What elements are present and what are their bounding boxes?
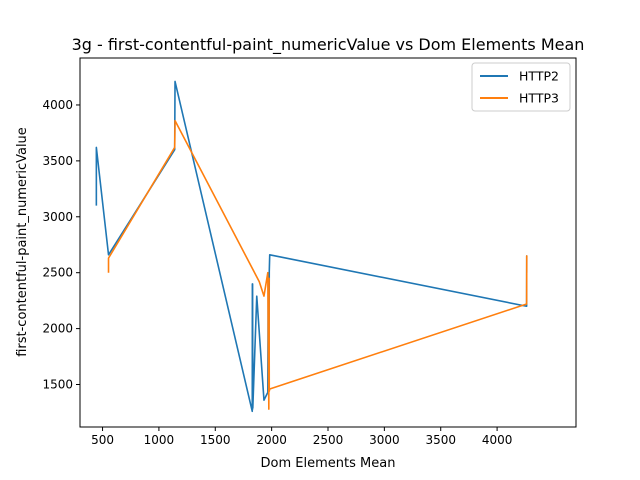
series-line-http3 [107,119,528,410]
x-tick-label: 4000 [482,433,513,447]
y-tick-label: 2500 [42,266,73,280]
x-tick-label: 3500 [425,433,456,447]
y-tick-label: 1500 [42,378,73,392]
x-axis: 500 1000 1500 2000 2500 3000 3500 4000 [91,427,512,447]
legend: HTTP2 HTTP3 [471,62,571,112]
y-tick-label: 4000 [42,98,73,112]
x-axis-label: Dom Elements Mean [261,456,396,471]
x-tick-label: 3000 [369,433,400,447]
x-tick-label: 1500 [200,433,231,447]
legend-label-http3: HTTP3 [519,91,559,106]
y-tick-label: 3000 [42,210,73,224]
y-tick-label: 3500 [42,154,73,168]
x-tick-label: 2500 [313,433,344,447]
y-tick-label: 2000 [42,322,73,336]
x-tick-label: 2000 [256,433,287,447]
series-layer [95,80,528,413]
y-axis: 1500 2000 2500 3000 3500 4000 [42,98,80,392]
chart-title: 3g - first-contentful-paint_numericValue… [72,35,585,55]
y-axis-label: first-contentful-paint_numericValue [15,127,30,357]
x-tick-label: 1000 [144,433,175,447]
x-tick-label: 500 [91,433,114,447]
legend-label-http2: HTTP2 [519,69,559,84]
